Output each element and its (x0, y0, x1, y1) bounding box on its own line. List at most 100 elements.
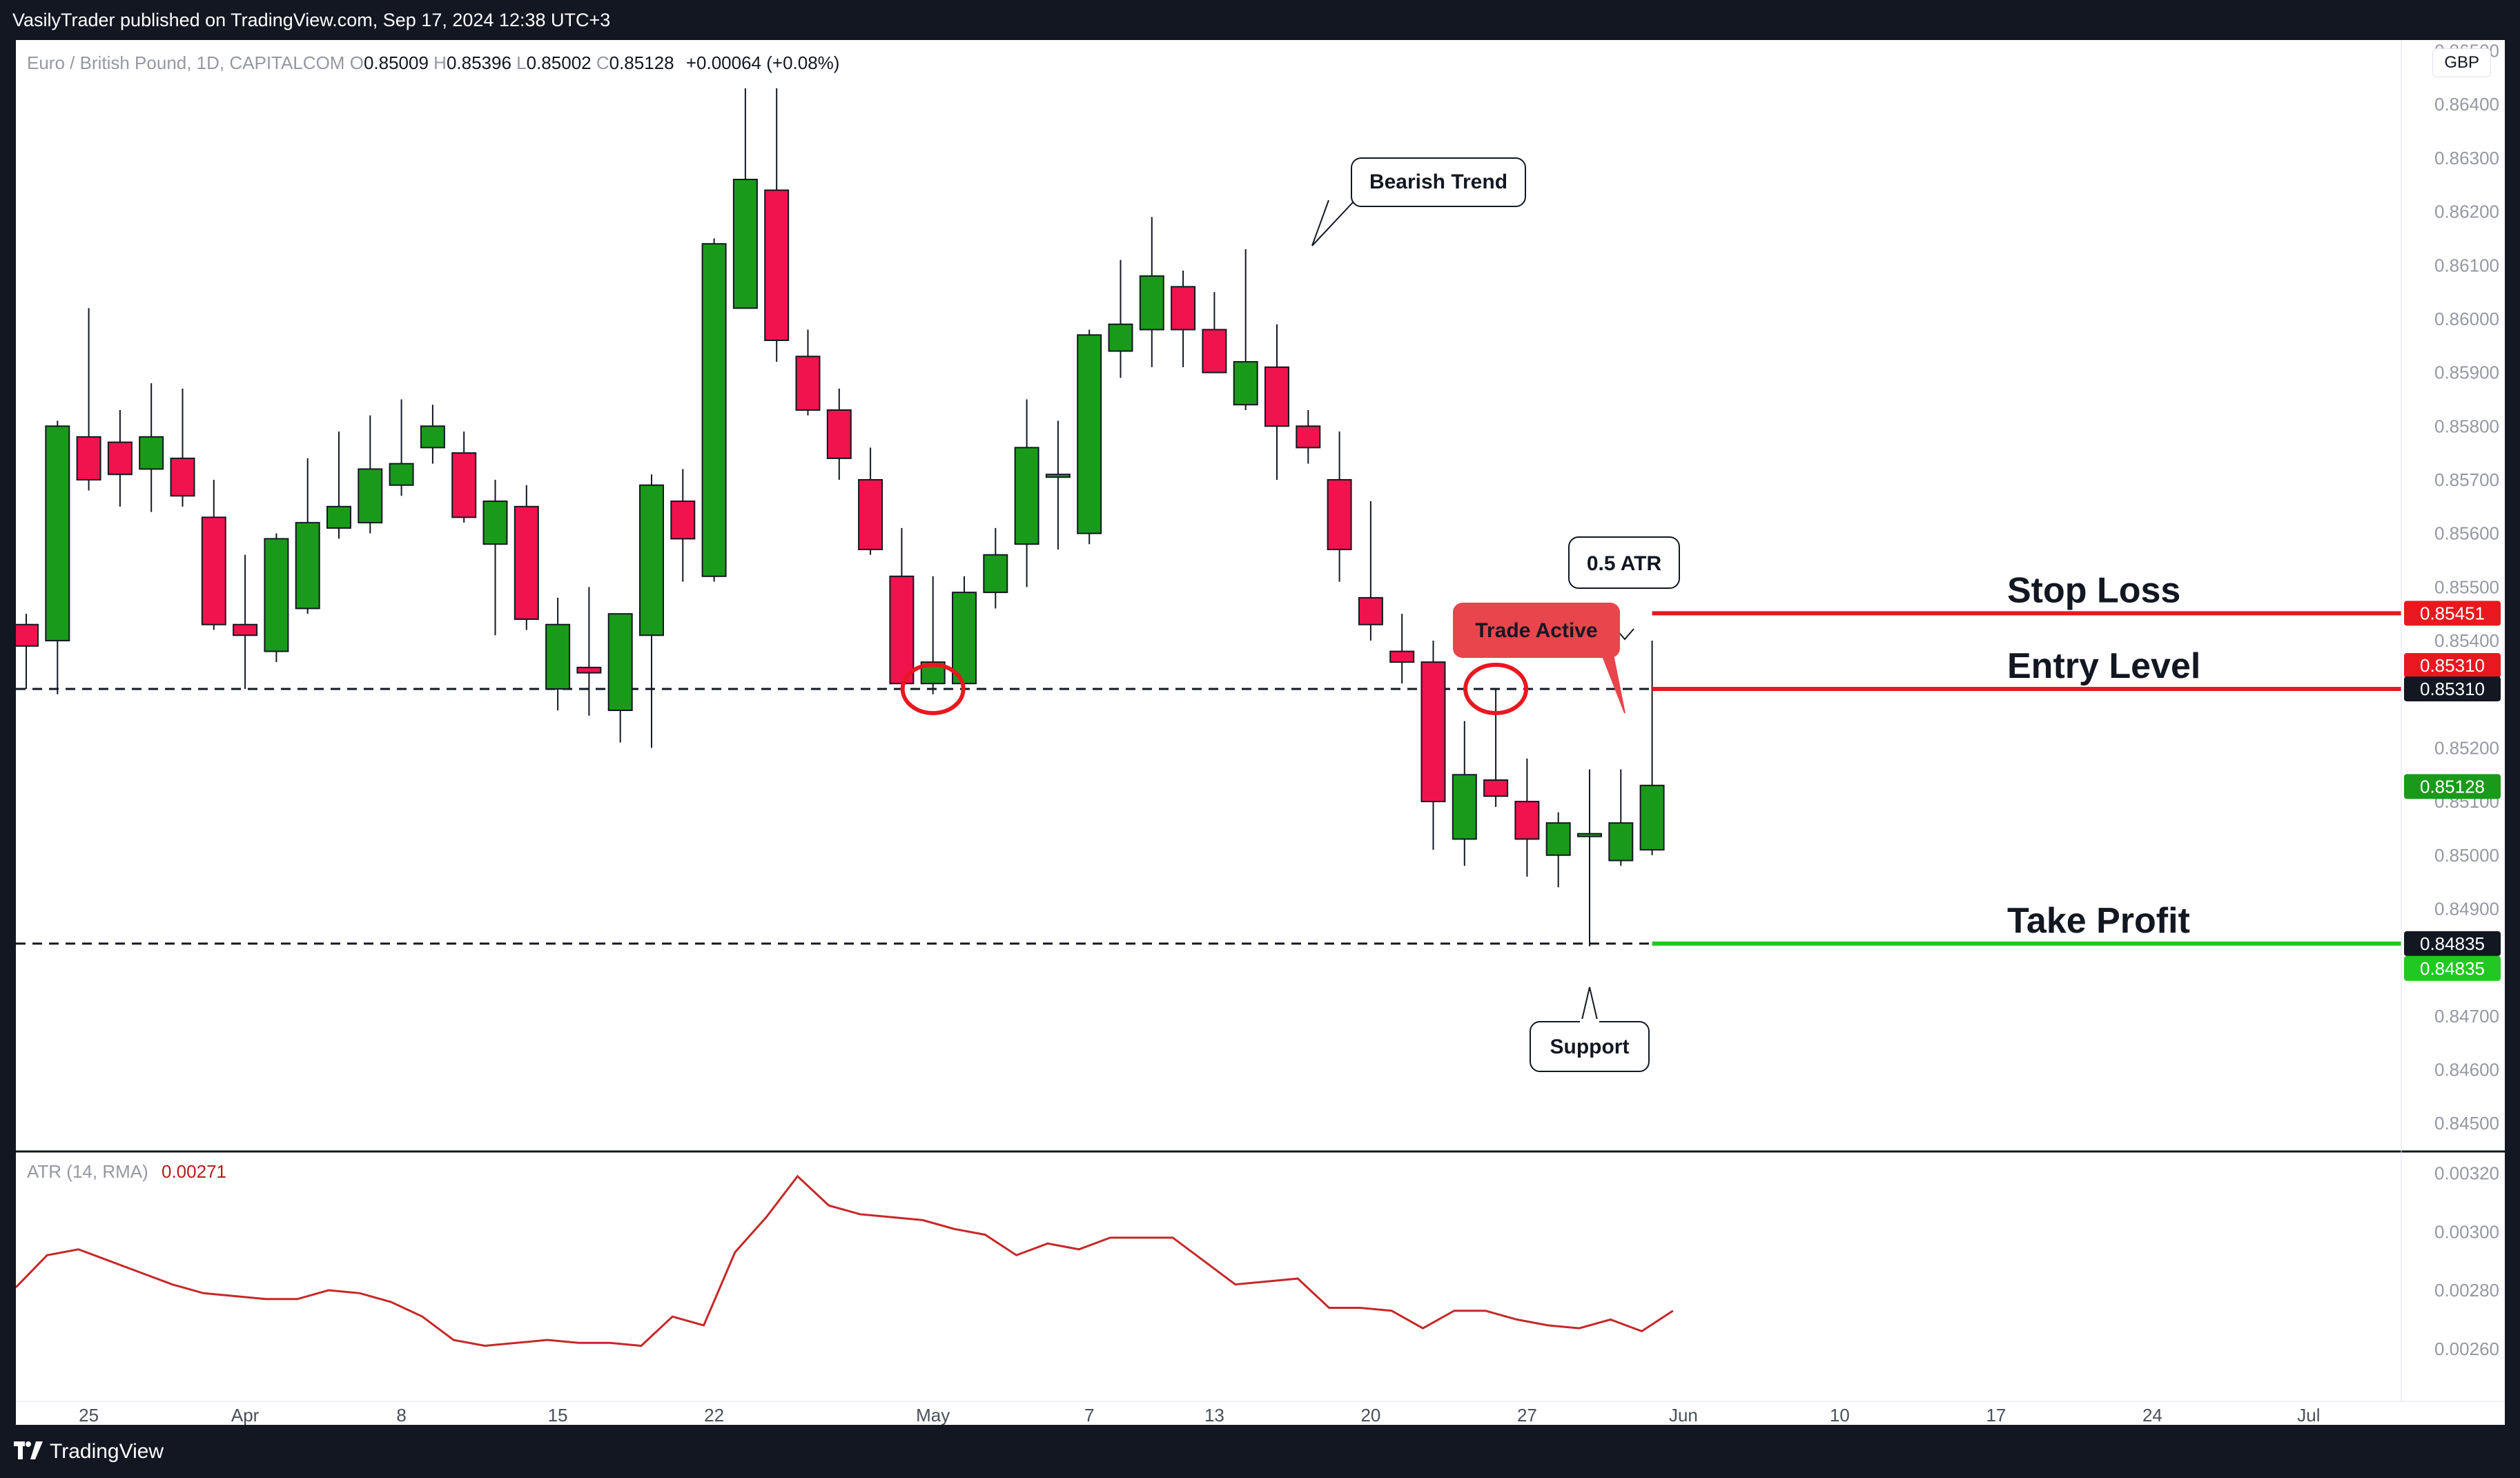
candle-down (16, 623, 39, 647)
last-price-badge-text: 0.85128 (2420, 776, 2485, 797)
symbol-legend: Euro / British Pound, 1D, CAPITALCOM O0.… (27, 52, 839, 74)
candle-up (264, 538, 289, 652)
callout-pointer (1601, 654, 1625, 714)
candle-down (1389, 650, 1415, 663)
entry-level-badge: 0.85310 (2404, 652, 2501, 678)
candle-up (1545, 822, 1571, 856)
atr-tick-label: 0.00280 (2434, 1280, 2499, 1301)
annotations: Stop Loss Entry Level Take Profit Bearish T… (900, 157, 2200, 1072)
candle-down (670, 500, 696, 540)
candle-down (1264, 366, 1289, 427)
support-price-badge: 0.84835 (2404, 931, 2501, 956)
atr-series-line (16, 1174, 1674, 1348)
footer: TradingView (0, 1425, 2520, 1478)
atr-label: ATR (14, RMA) (27, 1161, 148, 1182)
candle-up (1077, 334, 1102, 534)
last-price-badge-bg (2404, 774, 2501, 799)
take-profit-label: Take Profit (2007, 901, 2190, 941)
atr-tick-label: 0.00320 (2434, 1163, 2499, 1184)
support-price-badge-text: 0.84835 (2420, 933, 2485, 954)
candle-up (389, 463, 414, 486)
callout-join (1580, 1019, 1599, 1024)
price-tick-label: 0.85400 (2434, 630, 2499, 651)
take-profit-badge-bg (2404, 955, 2501, 981)
price-tick-label: 0.84700 (2434, 1006, 2499, 1027)
support-price-badge-bg (2404, 931, 2501, 956)
price-tick-label: 0.85200 (2434, 737, 2499, 758)
candle-down (1358, 596, 1383, 625)
candle-down (889, 575, 915, 685)
price-tick-label: 0.86200 (2434, 202, 2499, 222)
atr-value: 0.00271 (162, 1161, 226, 1182)
close-value: 0.85128 (609, 52, 674, 73)
candle-down (826, 409, 852, 459)
stop-loss-badge-bg (2404, 601, 2501, 626)
price-tick-label: 0.85900 (2434, 362, 2499, 383)
candle-down (1420, 661, 1446, 803)
price-tick-label: 0.85000 (2434, 845, 2499, 866)
tradingview-logo-icon (14, 1441, 43, 1459)
price-axis: 0.845000.846000.847000.848000.849000.850… (16, 40, 2505, 1425)
price-tick-label: 0.85700 (2434, 469, 2499, 490)
time-tick-label: 8 (396, 1405, 406, 1425)
highlight-circle (1463, 662, 1529, 715)
candle-down (1171, 286, 1196, 331)
open-value: 0.85009 (363, 52, 429, 73)
stop-loss-label: Stop Loss (2007, 570, 2180, 610)
entry-price-badge: 0.85310 (2404, 676, 2501, 701)
atr-tick-label: 0.00300 (2434, 1221, 2499, 1242)
entry-price-badge-bg (2404, 676, 2501, 701)
high-value: 0.85396 (446, 52, 511, 73)
low-label: L (516, 52, 527, 73)
candle-down (451, 452, 477, 518)
footer-brand[interactable]: TradingView (50, 1440, 164, 1463)
candle-down (201, 516, 226, 625)
time-tick-label: 15 (548, 1405, 568, 1425)
candle-up (545, 623, 571, 690)
candle-up (1452, 774, 1477, 840)
candle-down (1514, 801, 1540, 840)
candle-up (1139, 275, 1164, 331)
time-tick-label: Apr (231, 1405, 260, 1425)
chart-area[interactable]: 0.845000.846000.847000.848000.849000.850… (16, 40, 2505, 1425)
time-tick-label: 25 (79, 1405, 99, 1425)
candle-down (1202, 329, 1227, 373)
atr-tick-label: 0.00260 (2434, 1339, 2499, 1359)
change-value: +0.00064 (+0.08%) (685, 52, 840, 73)
candle-down (576, 666, 602, 674)
bearish-trend-text: Bearish Trend (1369, 171, 1507, 193)
price-tick-label: 0.86000 (2434, 309, 2499, 329)
candle-down (764, 189, 790, 342)
price-tick-label: 0.86300 (2434, 148, 2499, 168)
candle-up (732, 178, 758, 309)
price-tick-label: 0.84500 (2434, 1113, 2499, 1134)
price-tick-label: 0.85800 (2434, 416, 2499, 436)
candle-up (1014, 447, 1039, 545)
time-tick-label: Jul (2297, 1405, 2320, 1425)
candle-up (1639, 784, 1665, 850)
price-tick-label: 0.86400 (2434, 94, 2499, 115)
stop-loss-badge: 0.85451 (2404, 601, 2501, 626)
candle-up (952, 592, 977, 685)
candle-up (1108, 323, 1133, 352)
highlight-circle (900, 662, 966, 715)
bearish-trend-callout: Bearish Trend (1311, 157, 1526, 246)
price-tick-label: 0.84900 (2434, 898, 2499, 919)
time-tick-label: 17 (1986, 1405, 2006, 1425)
callout-box (1568, 536, 1680, 589)
candle-down (858, 478, 883, 550)
entry-level-badge-bg (2404, 652, 2501, 678)
currency-button[interactable]: GBP (2432, 48, 2491, 77)
time-tick-label: 22 (704, 1405, 724, 1425)
candle-down (233, 623, 258, 636)
take-profit-badge-text: 0.84835 (2420, 958, 2485, 979)
callout-pointer (1579, 986, 1600, 1029)
candle-up (607, 613, 633, 712)
chart-canvas[interactable]: 0.845000.846000.847000.848000.849000.850… (16, 40, 2505, 1425)
support-text: Support (1550, 1035, 1630, 1058)
candle-up (482, 500, 508, 545)
candle-down (795, 356, 821, 411)
candle-up (701, 243, 727, 577)
low-value: 0.85002 (526, 52, 592, 73)
candle-up (358, 468, 383, 524)
